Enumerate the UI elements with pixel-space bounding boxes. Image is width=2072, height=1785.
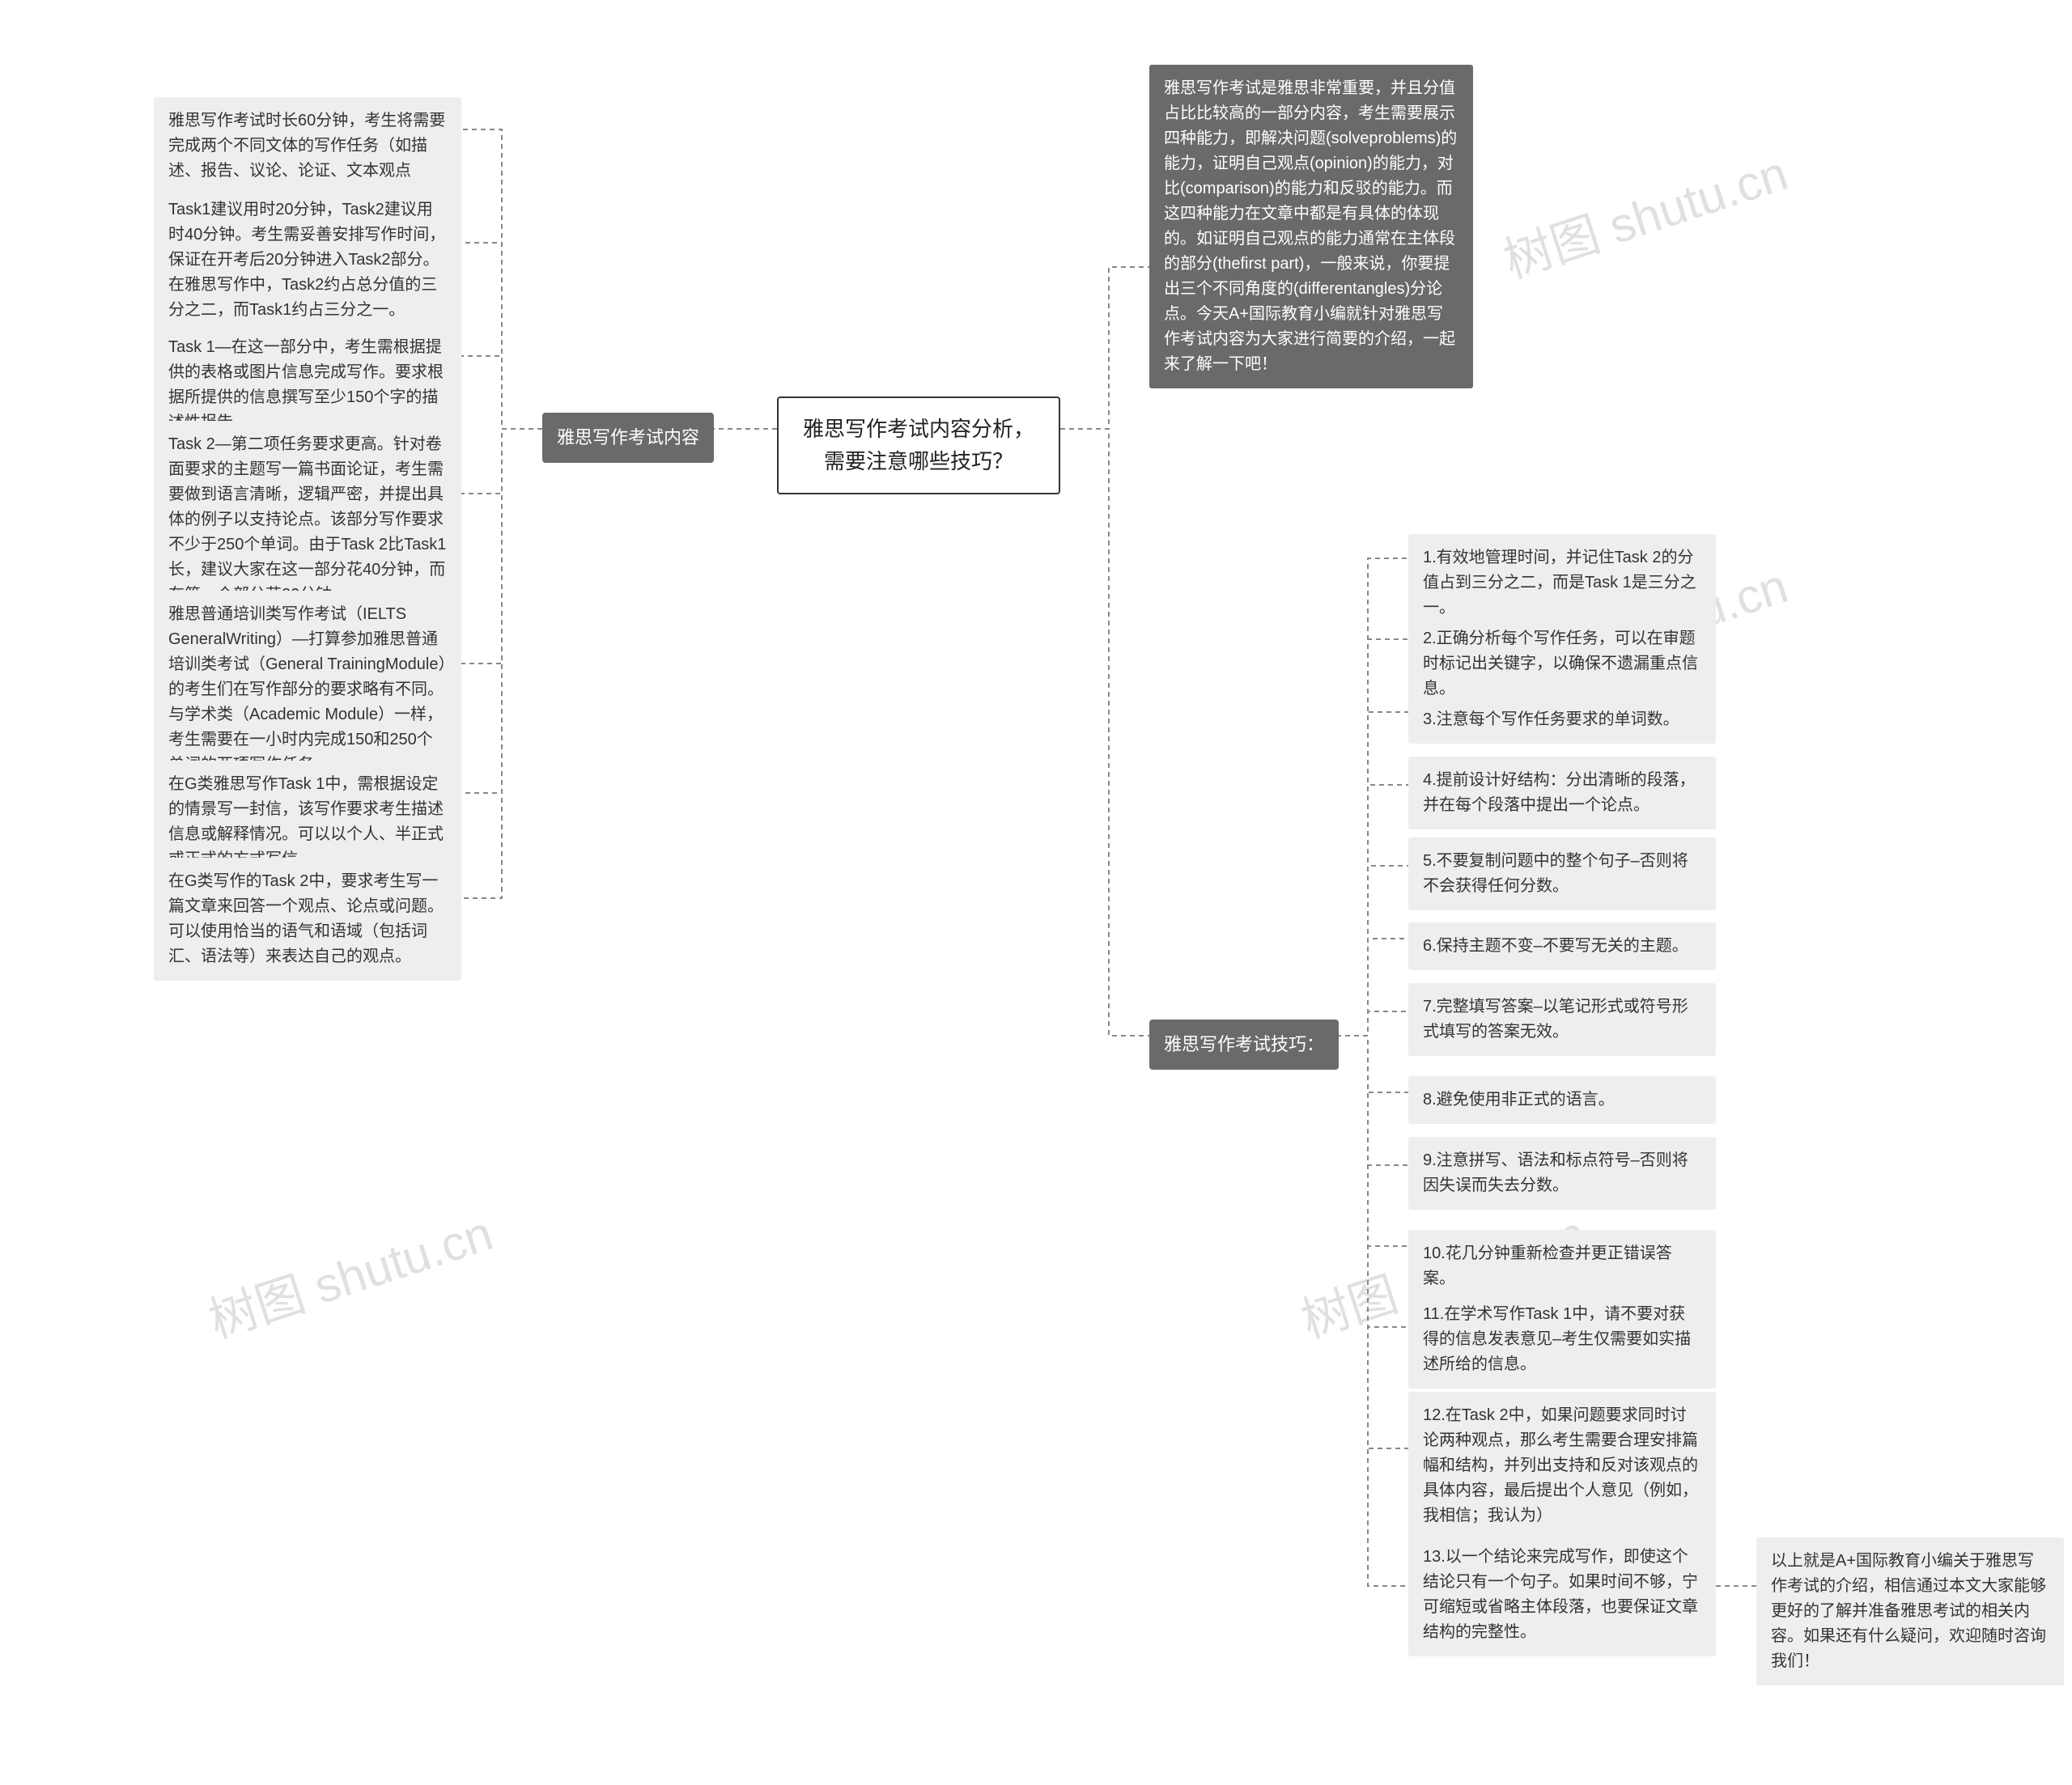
leaf-text: 4.提前设计好结构：分出清晰的段落，并在每个段落中提出一个论点。 (1423, 771, 1696, 814)
leaf-text: 2.正确分析每个写作任务，可以在审题时标记出关键字，以确保不遗漏重点信息。 (1423, 630, 1698, 697)
right-leaf[interactable]: 6.保持主题不变–不要写无关的主题。 (1408, 922, 1716, 970)
right-leaf[interactable]: 13.以一个结论来完成写作，即使这个结论只有一个句子。如果时间不够，宁可缩短或省… (1408, 1533, 1716, 1656)
leaf-text: 13.以一个结论来完成写作，即使这个结论只有一个句子。如果时间不够，宁可缩短或省… (1423, 1548, 1698, 1641)
right-branch-label: 雅思写作考试技巧： (1164, 1034, 1324, 1054)
right-leaf[interactable]: 11.在学术写作Task 1中，请不要对获得的信息发表意见–考生仅需要如实描述所… (1408, 1291, 1716, 1389)
right-leaf[interactable]: 12.在Task 2中，如果问题要求同时讨论两种观点，那么考生需要合理安排篇幅和… (1408, 1392, 1716, 1540)
leaf-text: 9.注意拼写、语法和标点符号–否则将因失误而失去分数。 (1423, 1151, 1688, 1194)
right-leaf[interactable]: 7.完整填写答案–以笔记形式或符号形式填写的答案无效。 (1408, 983, 1716, 1056)
intro-node[interactable]: 雅思写作考试是雅思非常重要，并且分值占比比较高的一部分内容，考生需要展示四种能力… (1149, 65, 1473, 388)
right-branch-node[interactable]: 雅思写作考试技巧： (1149, 1020, 1339, 1070)
leaf-text: 5.不要复制问题中的整个句子–否则将不会获得任何分数。 (1423, 852, 1688, 895)
leaf-text: Task1建议用时20分钟，Task2建议用时40分钟。考生需妥善安排写作时间，… (168, 201, 445, 319)
right-leaf[interactable]: 9.注意拼写、语法和标点符号–否则将因失误而失去分数。 (1408, 1137, 1716, 1210)
leaf-text: Task 2—第二项任务要求更高。针对卷面要求的主题写一篇书面论证，考生需要做到… (168, 435, 446, 604)
leaf-text: 12.在Task 2中，如果问题要求同时讨论两种观点，那么考生需要合理安排篇幅和… (1423, 1406, 1698, 1524)
leaf-text: 3.注意每个写作任务要求的单词数。 (1423, 710, 1679, 728)
right-leaf[interactable]: 5.不要复制问题中的整个句子–否则将不会获得任何分数。 (1408, 837, 1716, 910)
leaf-text: 6.保持主题不变–不要写无关的主题。 (1423, 937, 1688, 955)
left-leaf[interactable]: Task 2—第二项任务要求更高。针对卷面要求的主题写一篇书面论证，考生需要做到… (154, 421, 461, 619)
watermark: 树图 shutu.cn (198, 1194, 500, 1352)
leaf-text: 11.在学术写作Task 1中，请不要对获得的信息发表意见–考生仅需要如实描述所… (1423, 1305, 1691, 1373)
right-leaf[interactable]: 3.注意每个写作任务要求的单词数。 (1408, 696, 1716, 744)
right-leaf[interactable]: 4.提前设计好结构：分出清晰的段落，并在每个段落中提出一个论点。 (1408, 757, 1716, 829)
leaf-text: 1.有效地管理时间，并记住Task 2的分值占到三分之二，而是Task 1是三分… (1423, 549, 1696, 617)
leaf-text: 8.避免使用非正式的语言。 (1423, 1091, 1615, 1109)
annex-text: 以上就是A+国际教育小编关于雅思写作考试的介绍，相信通过本文大家能够更好的了解并… (1771, 1552, 2046, 1670)
intro-text: 雅思写作考试是雅思非常重要，并且分值占比比较高的一部分内容，考生需要展示四种能力… (1164, 79, 1457, 373)
leaf-text: 在G类雅思写作Task 1中，需根据设定的情景写一封信，该写作要求考生描述信息或… (168, 775, 444, 868)
watermark: 树图 shutu.cn (1493, 134, 1795, 292)
left-branch-label: 雅思写作考试内容 (557, 427, 699, 447)
left-leaf[interactable]: Task1建议用时20分钟，Task2建议用时40分钟。考生需妥善安排写作时间，… (154, 186, 461, 334)
right-leaf[interactable]: 8.避免使用非正式的语言。 (1408, 1076, 1716, 1124)
left-leaf[interactable]: 在G类写作的Task 2中，要求考生写一篇文章来回答一个观点、论点或问题。可以使… (154, 858, 461, 981)
left-leaf[interactable]: 雅思普通培训类写作考试（IELTS GeneralWriting）—打算参加雅思… (154, 591, 461, 789)
leaf-text: 雅思普通培训类写作考试（IELTS GeneralWriting）—打算参加雅思… (168, 605, 446, 774)
leaf-text: 10.花几分钟重新检查并更正错误答案。 (1423, 1244, 1672, 1287)
leaf-text: 7.完整填写答案–以笔记形式或符号形式填写的答案无效。 (1423, 998, 1688, 1041)
annex-leaf[interactable]: 以上就是A+国际教育小编关于雅思写作考试的介绍，相信通过本文大家能够更好的了解并… (1756, 1537, 2064, 1685)
left-branch-node[interactable]: 雅思写作考试内容 (542, 413, 714, 463)
center-label: 雅思写作考试内容分析， 需要注意哪些技巧？ (803, 417, 1034, 473)
leaf-text: 在G类写作的Task 2中，要求考生写一篇文章来回答一个观点、论点或问题。可以使… (168, 872, 444, 965)
center-node[interactable]: 雅思写作考试内容分析， 需要注意哪些技巧？ (777, 396, 1060, 494)
leaf-text: Task 1—在这一部分中，考生需根据提供的表格或图片信息完成写作。要求根据所提… (168, 338, 444, 431)
